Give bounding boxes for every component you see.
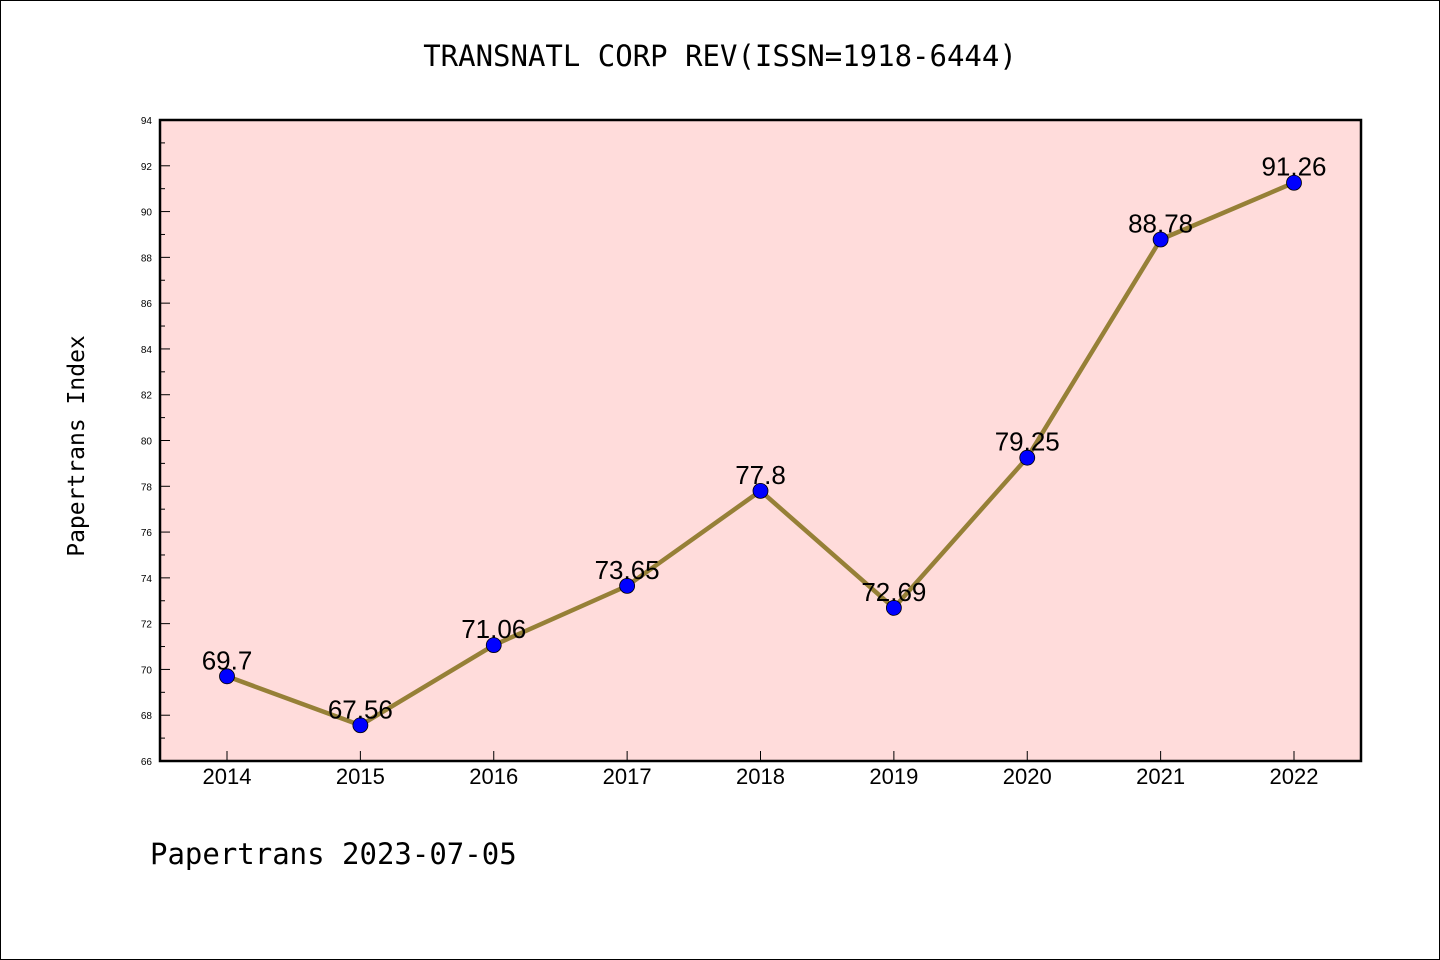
x-tick-label: 2016 [469, 764, 518, 789]
y-tick-label: 82 [141, 391, 153, 402]
markers-group [219, 174, 1302, 734]
y-tick-label: 76 [141, 528, 153, 539]
data-point [352, 717, 369, 734]
x-tick-label: 2018 [736, 764, 785, 789]
x-axis: 2014 2015 2016 2017 2018 2019 2020 2021 2022 [203, 751, 1319, 789]
y-tick-label: 66 [141, 757, 153, 768]
plot-border [158, 118, 1363, 763]
data-point [752, 482, 769, 499]
chart-title: TRANSNATL CORP REV(ISSN=1918-6444) [423, 39, 1017, 73]
y-tick-label: 90 [141, 208, 153, 219]
y-tick-label: 70 [141, 665, 153, 676]
data-labels-group: 69.7 67.56 71.06 73.65 77.8 72.69 79.25 88.78 91… [202, 152, 1327, 725]
footer-credit: Papertrans 2023-07-05 [150, 837, 517, 871]
y-tick-label: 86 [141, 299, 153, 310]
y-tick-label: 72 [141, 620, 153, 631]
data-point [1286, 174, 1302, 191]
x-tick-label: 2019 [869, 764, 918, 789]
y-tick-label: 88 [141, 253, 153, 264]
data-label: 69.7 [202, 645, 253, 675]
plot-area [160, 120, 1361, 761]
data-point [485, 637, 502, 654]
data-point [1152, 231, 1169, 248]
y-tick-label: 68 [141, 711, 153, 722]
y-tick-label: 84 [141, 345, 153, 356]
data-label: 71.06 [461, 614, 526, 644]
data-label: 88.78 [1128, 209, 1193, 239]
data-label: 73.65 [595, 555, 660, 585]
y-tick-label: 78 [141, 482, 153, 493]
x-tick-label: 2022 [1270, 764, 1319, 789]
x-tick-label: 2020 [1003, 764, 1052, 789]
data-point [885, 599, 902, 616]
data-label: 72.69 [861, 577, 926, 607]
x-tick-label: 2017 [603, 764, 652, 789]
data-label: 91.26 [1261, 152, 1326, 182]
y-tick-label: 92 [141, 162, 153, 173]
y-tick-label: 94 [141, 116, 153, 127]
y-tick-label: 80 [141, 437, 153, 448]
x-tick-label: 2015 [336, 764, 385, 789]
x-tick-label: 2021 [1136, 764, 1185, 789]
data-label: 77.8 [735, 460, 786, 490]
data-point [1019, 449, 1036, 466]
data-label: 67.56 [328, 694, 393, 724]
x-tick-label: 2014 [203, 764, 252, 789]
data-point [619, 577, 636, 594]
data-point [219, 668, 235, 685]
data-label: 79.25 [995, 427, 1060, 457]
y-tick-label: 74 [141, 574, 153, 585]
y-axis-label: Papertrans Index [64, 335, 90, 557]
